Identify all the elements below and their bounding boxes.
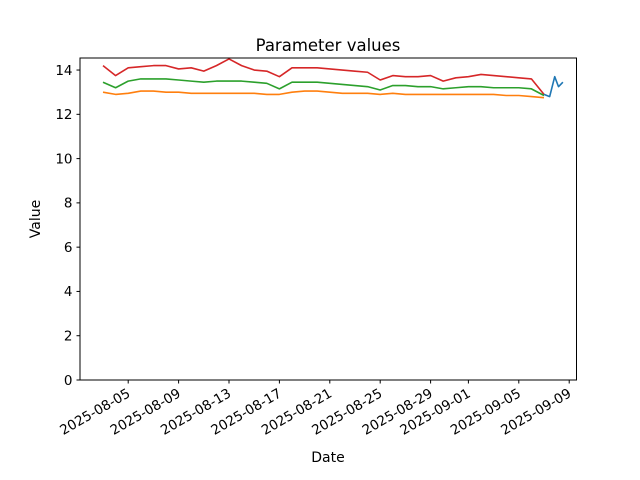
y-axis: 0 2 4 6 8 10 12 14 bbox=[55, 63, 80, 389]
y-tick-label: 14 bbox=[55, 63, 72, 79]
y-axis-label: Value bbox=[28, 200, 44, 238]
plot-frame bbox=[79, 57, 577, 381]
chart-title: Parameter values bbox=[256, 36, 401, 55]
y-tick-label: 4 bbox=[64, 284, 73, 300]
y-tick-label: 6 bbox=[64, 240, 73, 256]
y-tick-label: 10 bbox=[55, 151, 72, 167]
y-tick-label: 2 bbox=[64, 329, 73, 345]
plot-area bbox=[80, 58, 577, 380]
y-tick-label: 12 bbox=[55, 107, 72, 123]
series-line-green bbox=[102, 78, 545, 97]
y-tick-label: 0 bbox=[64, 373, 73, 389]
plot-series bbox=[102, 58, 564, 99]
series-line-red bbox=[102, 58, 545, 95]
y-tick-label: 8 bbox=[64, 196, 73, 212]
series-line-blue bbox=[543, 75, 564, 98]
x-axis-label: Date bbox=[311, 450, 344, 466]
series-line-orange bbox=[102, 90, 545, 99]
